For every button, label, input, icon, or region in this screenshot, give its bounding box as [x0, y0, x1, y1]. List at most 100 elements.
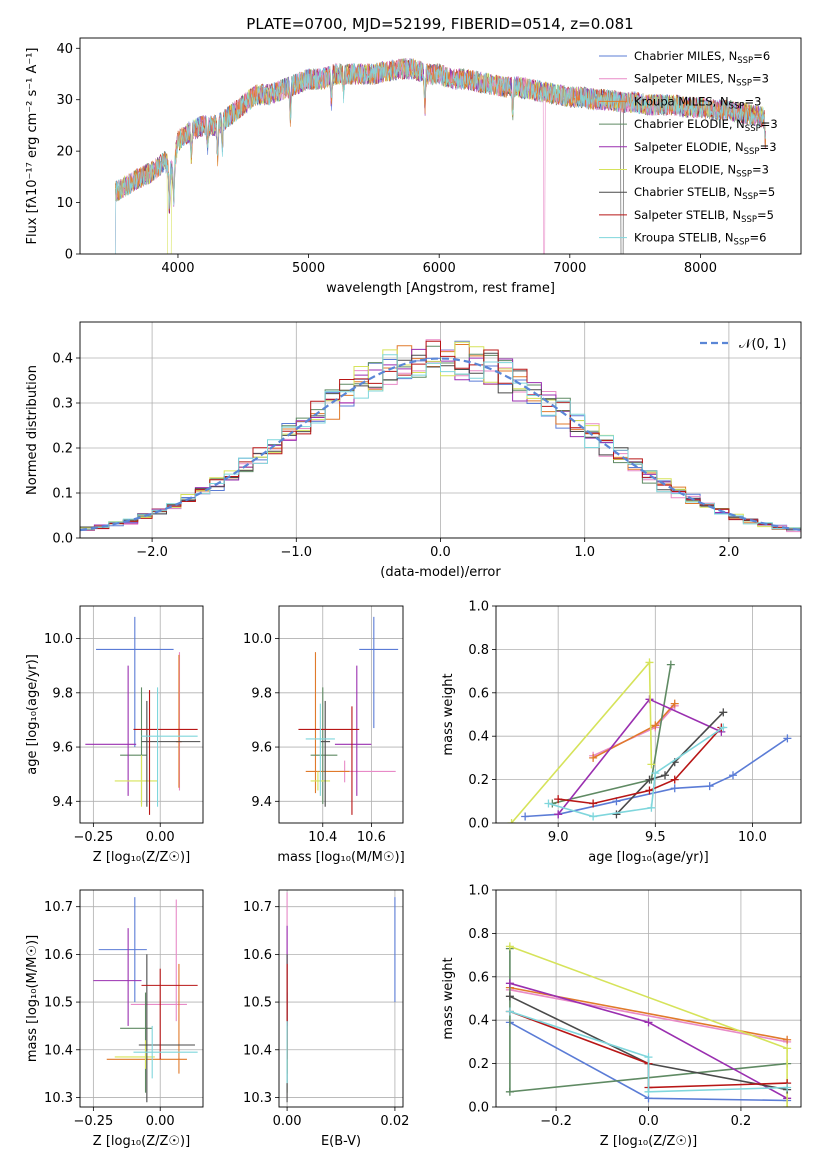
y-tick-label: 0.8: [468, 927, 489, 942]
y-tick-label: 0.0: [52, 532, 73, 547]
errorbar-salpeter-stelib: [141, 968, 198, 1060]
series-line: [509, 989, 788, 1043]
mass-vs-ebv-frame: [278, 889, 404, 1108]
x-axis-label: Z [log₁₀(Z/Z☉)]: [93, 1134, 190, 1149]
y-axis-label: mass weight: [441, 957, 456, 1039]
errorbar-chabrier-stelib: [138, 954, 195, 1103]
legend-model-name: Salpeter STELIB: [634, 208, 725, 222]
errorbar-kroupa-stelib: [133, 1025, 198, 1079]
spectrum-line-kroupa-elodie: [115, 58, 766, 254]
errorbar-chabrier-stelib: [141, 700, 201, 807]
x-tick-label: −1.0: [281, 545, 313, 560]
legend-entry: Chabrier MILES, NSSP=6: [634, 49, 770, 66]
errorbar-kroupa-stelib: [305, 703, 335, 796]
mass-vs-z-panel: −0.25 0.00 10.3 10.4 10.5 10.6 10.7 Z [log₁₀(Z/…: [25, 889, 204, 1149]
x-tick-label: 2.0: [719, 545, 740, 560]
x-tick-label: 0.0: [430, 545, 451, 560]
mass-vs-z-frame: [79, 889, 204, 1108]
weight-vs-age-plot-area: [496, 606, 801, 823]
y-tick-label: 9.4: [52, 795, 73, 810]
errorbar-chabrier-elodie: [120, 687, 147, 805]
series-salpeter-stelib: [554, 723, 726, 808]
x-tick-label: 0.00: [146, 830, 175, 845]
weight-vs-age-frame: [495, 605, 802, 824]
y-axis-label: mass weight: [441, 673, 456, 755]
x-tick-label: −0.2: [540, 1114, 572, 1129]
spectrum-plot-area: [115, 58, 766, 254]
x-tick-label: 10.6: [357, 830, 386, 845]
series-point: [505, 992, 514, 1001]
series-point: [644, 1087, 653, 1096]
legend-nssp: 3: [762, 72, 769, 86]
age-vs-mass-frame: [278, 605, 404, 824]
y-tick-label: 0.0: [468, 1101, 489, 1116]
series-point: [554, 795, 563, 804]
age-vs-mass-panel: 10.4 10.6 9.4 9.6 9.8 10.0 mass [log₁₀(M/M☉)]: [243, 605, 405, 865]
series-point: [651, 721, 660, 730]
x-tick-label: 9.5: [645, 830, 666, 845]
x-tick-label: 10.0: [738, 830, 767, 845]
series-point: [507, 819, 516, 823]
legend-nssp: 3: [770, 117, 777, 131]
errorbar-salpeter-elodie: [85, 665, 137, 796]
series-point: [783, 734, 792, 743]
legend-nssp: 3: [754, 94, 761, 108]
series-point: [670, 699, 679, 708]
age-vs-z-plot-area: [80, 606, 203, 823]
y-tick-label: 9.6: [251, 741, 272, 756]
legend-entry: Kroupa STELIB, NSSP=6: [634, 231, 766, 248]
y-tick-label: 10.6: [243, 948, 272, 963]
legend-nssp: 5: [768, 185, 775, 199]
y-axis-label: mass [log₁₀(M/M☉)]: [25, 935, 40, 1062]
y-tick-label: 0.1: [52, 487, 73, 502]
series-point: [647, 803, 656, 812]
age-vs-z-panel: −0.25 0.00 9.4 9.6 9.8 10.0 Z [log₁₀(Z/Z☉)] age…: [25, 605, 204, 865]
y-axis-label: age [log₁₀(age/yr)]: [25, 654, 40, 775]
mass-vs-ebv-plot-area: [279, 890, 403, 1107]
series-point: [719, 708, 728, 717]
y-tick-label: 0: [65, 248, 73, 263]
legend-nssp: 6: [763, 49, 770, 63]
y-tick-label: 10.0: [243, 632, 272, 647]
series-chabrier-elodie: [548, 660, 675, 808]
series-point: [670, 784, 679, 793]
x-axis-label: Z [log₁₀(Z/Z☉)]: [600, 1134, 697, 1149]
series-point: [783, 1083, 792, 1092]
spectrum-line-chabrier-stelib: [115, 58, 766, 254]
legend-model-name: Salpeter MILES: [634, 72, 720, 86]
legend-model-name: Chabrier MILES: [634, 49, 721, 63]
legend-nssp: 3: [769, 140, 776, 154]
y-tick-label: 0.4: [468, 730, 489, 745]
mass-vs-ebv-panel: 0.00 0.02 10.3 10.4 10.5 10.6 10.7 E(B-V): [243, 889, 409, 1149]
series-line: [557, 698, 722, 815]
legend-entry: Salpeter ELODIE, NSSP=3: [634, 140, 777, 157]
series-salpeter-elodie: [554, 695, 726, 819]
y-tick-label: 10.5: [44, 996, 73, 1011]
mass-vs-z-plot-area: [80, 890, 203, 1107]
x-axis-label: wavelength [Angstrom, rest frame]: [326, 281, 555, 296]
legend-entry: Kroupa ELODIE, NSSP=3: [634, 163, 769, 180]
y-tick-label: 10.7: [243, 900, 272, 915]
x-tick-label: 8000: [684, 261, 717, 276]
series-salpeter-miles: [589, 701, 679, 760]
y-tick-label: 0.6: [468, 970, 489, 985]
x-axis-label: mass [log₁₀(M/M☉)]: [277, 850, 404, 865]
x-tick-label: 4000: [161, 261, 194, 276]
legend-entry: Kroupa MILES, NSSP=3: [634, 94, 761, 111]
y-tick-label: 0.3: [52, 397, 73, 412]
histogram-kroupa-stelib: [80, 354, 801, 532]
residuals-panel: −2.0 −1.0 0.0 1.0 2.0 0.0 0.1 0.2 0.3 0.4 (data-mo…: [25, 321, 802, 580]
series-point: [644, 1018, 653, 1027]
y-tick-label: 10.4: [44, 1043, 73, 1058]
spectrum-line-kroupa-stelib: [115, 58, 766, 254]
x-tick-label: 5000: [292, 261, 325, 276]
series-kroupa-elodie: [507, 658, 656, 823]
errorbar-chabrier-elodie: [310, 687, 338, 805]
age-vs-mass-plot-area: [279, 606, 403, 823]
x-tick-label: 0.0: [638, 1114, 659, 1129]
series-point: [666, 660, 675, 669]
spectrum-panel: 4000 5000 6000 7000 8000 0 10 20 30 40 wavelength …: [25, 37, 802, 296]
series-point: [651, 769, 660, 778]
series-kroupa-stelib: [505, 1007, 792, 1096]
